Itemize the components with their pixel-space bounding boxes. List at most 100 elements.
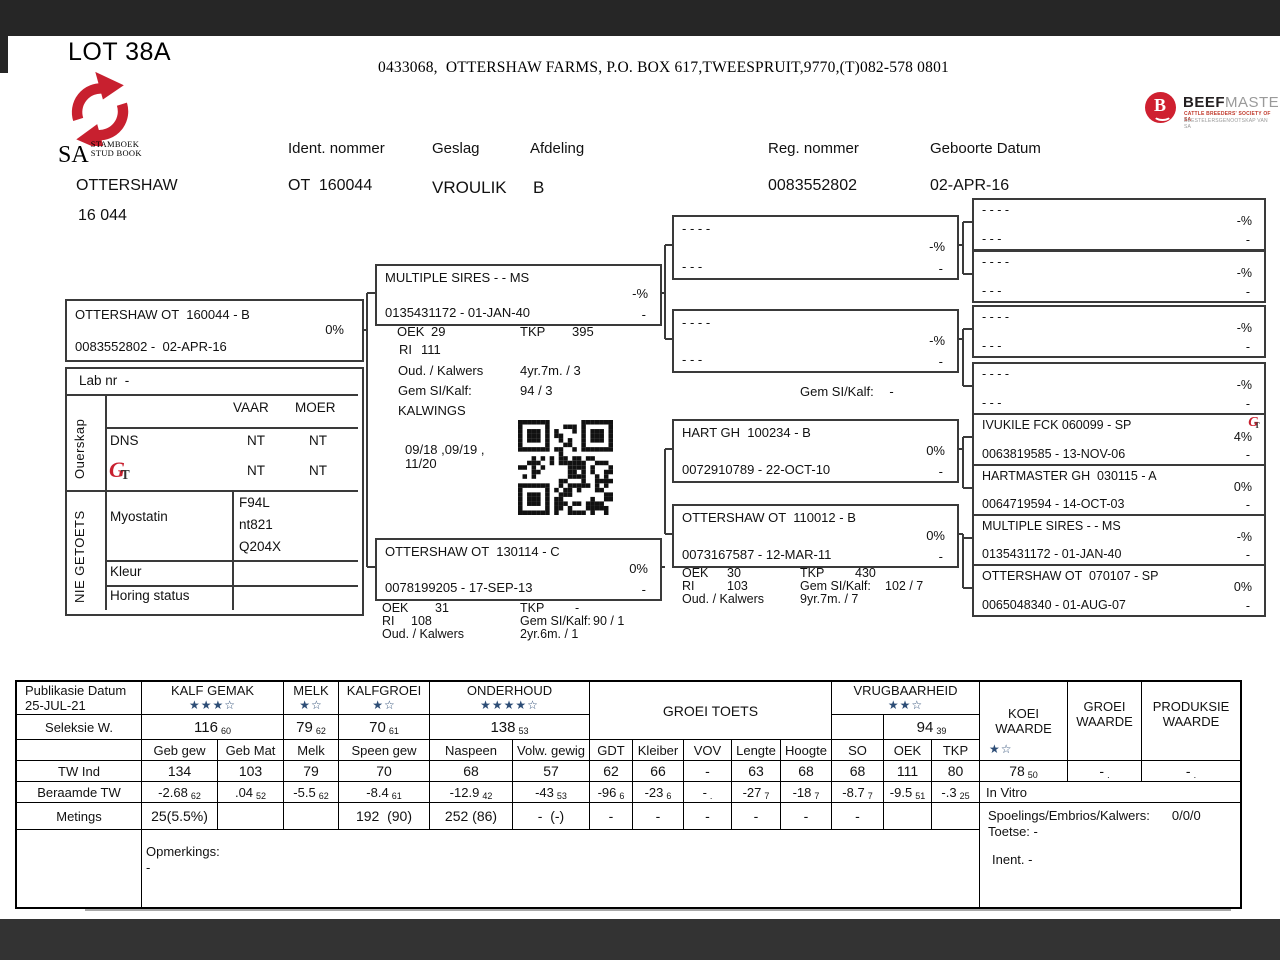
twind-koei-cell: 78 50 [980,761,1068,782]
lab-divider [67,394,358,396]
ggp-pct: 0% [1233,580,1252,594]
ggp-box-4: - - - - -% - - - - [972,362,1266,415]
col-header-melk: Melk [284,740,339,761]
metings-cell: - [732,803,781,830]
dam-dash: - [641,582,646,597]
ggp-reg: - - - [982,396,1002,410]
sire-oek-label: OEK [397,324,425,339]
top-left-notch [0,36,8,73]
granddam-maternal-box: OTTERSHAW OT 110012 - B 0% 0073167587 - … [672,504,959,568]
measurement: - [705,808,710,824]
accuracy: 6 [666,791,672,801]
reg-nommer-label: Reg. nommer [768,140,859,157]
dam-tkp-value: - [575,601,580,615]
col-header-gdt: GDT [590,740,633,761]
sire-ri-value: 111 [421,342,441,357]
metings-cell: - [832,803,884,830]
geboorte-datum-label: Geboorte Datum [930,140,1041,157]
group-title: GROEI TOETS [662,702,759,719]
ggp-pct: -% [1236,214,1252,228]
row-label: TW Ind [58,763,100,779]
grandsire-maternal-box: HART GH 100234 - B 0% 0072910789 - 22-OC… [672,419,959,483]
dam-name: OTTERSHAW OT 130114 - C [385,544,560,559]
tw-index: 66 [650,763,666,779]
measurement: 25(5.5%) [151,808,208,824]
gp4-oek-value: 30 [727,566,741,580]
in-vitro-cell: In Vitro [980,782,1240,803]
col-header-tkp: TKP [932,740,980,761]
blank-cell [17,740,142,761]
sire-oek-value: 29 [431,324,446,339]
ggp-box-5: IVUKILE FCK 060099 - SP GT 4% 0063819585… [972,413,1266,466]
dam-ri-label: RI [382,614,395,628]
tw-index: - [1185,763,1191,779]
accuracy: 53 [556,791,567,801]
star-rating: ★★★☆ [188,698,237,712]
twind-cell: 68 [832,761,884,782]
col-header: Kleiber [637,742,679,758]
ebv-value: -23 [644,784,664,800]
geslag-label: Geslag [432,140,480,157]
accuracy: . [709,791,713,801]
col-header-kleiber: Kleiber [633,740,684,761]
tw-index: 68 [849,763,866,779]
metings-cell [284,803,339,830]
dam-oek-label: OEK [382,601,409,615]
spoelings-label: Spoelings/Embrios/Kalwers: [988,808,1150,823]
group-title: PRODUKSIE WAARDE [1152,699,1230,729]
inent-line: Inent. - [992,852,1033,867]
gp-pct: 0% [926,443,945,458]
sa-stamboek-logo-icon [71,71,129,146]
col-header-speen-gew: Speen gew [339,740,430,761]
sire-pct: -% [632,286,648,301]
twind-row-label: TW Ind [17,761,142,782]
gem-si-kalf-mid-value: - [889,384,894,399]
twind-cell: 66 [633,761,684,782]
beraamde-cell: -12.9 42 [430,782,513,803]
granddam-maternal-stats: OEK 30 TKP 430 RI 103 Gem SI/Kalf: 102 /… [672,566,962,608]
col-header-so: SO [832,740,884,761]
beraamde-row-label: Beraamde TW [17,782,142,803]
granddam-paternal-box: - - - - -% - - - - [672,309,959,373]
dam-stats: OEK 31 TKP - RI 108 Gem SI/Kalf: 90 / 1 … [375,601,658,643]
measurement: - [803,808,809,824]
gp-name: OTTERSHAW OT 110012 - B [682,510,856,525]
beraamde-cell: -.3 25 [932,782,980,803]
metings-cell [932,803,980,830]
beefmaster-smile-icon [1153,109,1172,121]
qr-code [518,420,613,515]
ggp-reg: - - - [982,284,1002,298]
metings-row-label: Metings [17,803,142,830]
dns-label: DNS [110,433,139,448]
accuracy: 39 [936,726,947,736]
lab-dna-box: Lab nr - VAAR MOER DNS NT NT GT NT NT My… [65,367,364,616]
col-header: GDT [597,742,625,758]
opmerkings-value: - [146,860,151,875]
group-onderhoud: ONDERHOUD ★★★★☆ [430,682,590,715]
dam-tkp-label: TKP [520,601,545,615]
publikasie-datum-label: Publikasie Datum [25,683,127,698]
lab-divider [232,490,234,610]
ggp-name: - - - - [982,203,1010,217]
ggp-name: - - - - [982,367,1010,381]
sa-logo-sa: SA [58,142,89,168]
ggp-reg: 0064719594 - 14-OCT-03 [982,497,1125,511]
gp4-ri-label: RI [682,579,695,593]
ggp-reg: - - - [982,339,1002,353]
beraamde-cell: -. [684,782,732,803]
gp4-tkp-value: 430 [855,566,876,580]
ggp-dash: - [1245,548,1250,562]
sire-box: MULTIPLE SIRES - - MS -% 0135431172 - 01… [375,264,662,326]
beefmaster-name: BEEFMASTER [1183,94,1280,111]
accuracy: 52 [256,791,267,801]
kleur-label: Kleur [110,564,142,579]
tw-index: 80 [947,763,964,779]
group-title: KALFGROEI [346,683,422,698]
measurement: - [855,808,860,824]
animal-inbreeding-pct: 0% [325,322,344,337]
dam-oud-value: 2yr.6m. / 1 [520,627,579,641]
lab-divider [105,394,107,610]
ggp-dash: - [1245,599,1250,613]
gp-name: - - - - [682,315,711,330]
group-groei-toets: GROEI TOETS [590,682,832,740]
